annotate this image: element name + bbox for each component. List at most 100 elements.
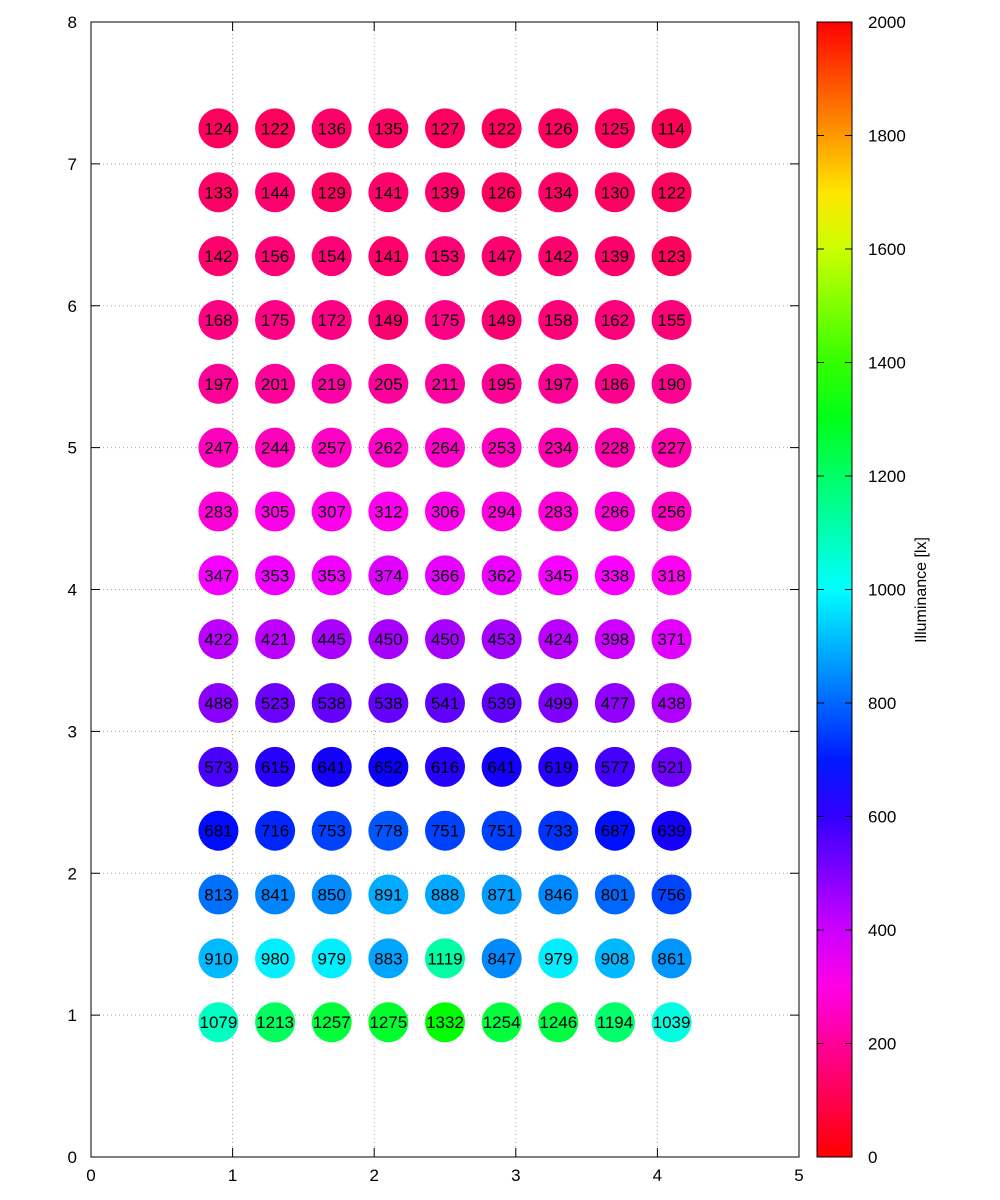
data-label: 262 [374,439,402,458]
data-point [311,108,352,149]
data-point [538,746,579,787]
data-label: 753 [318,822,346,841]
data-label: 144 [261,183,289,202]
data-label: 123 [657,247,685,266]
data-label: 155 [657,311,685,330]
data-label: 147 [487,247,515,266]
data-label: 190 [657,375,685,394]
data-label: 641 [487,758,515,777]
data-label: 615 [261,758,289,777]
data-label: 1194 [597,1013,634,1032]
data-label: 126 [544,119,572,138]
data-point [594,555,635,596]
data-label: 883 [374,949,402,968]
data-label: 801 [601,886,629,905]
data-point [594,938,635,979]
data-label: 891 [374,886,402,905]
data-label: 541 [431,694,459,713]
data-point [311,172,352,213]
data-label: 850 [318,886,346,905]
data-point [255,491,296,532]
data-label: 141 [374,183,402,202]
data-label: 312 [374,502,402,521]
data-label: 756 [657,886,685,905]
data-label: 257 [318,439,346,458]
data-point [198,555,239,596]
data-point [651,555,692,596]
data-label: 286 [601,502,629,521]
data-point [538,619,579,660]
data-label: 338 [601,566,629,585]
data-point [481,746,522,787]
data-label: 681 [204,822,232,841]
data-label: 156 [261,247,289,266]
data-point [311,938,352,979]
data-point [311,874,352,915]
data-label: 201 [261,375,289,394]
y-tick-label: 7 [68,155,77,174]
data-label: 195 [487,375,515,394]
data-label: 306 [431,502,459,521]
data-point [481,683,522,723]
data-label: 227 [657,439,685,458]
colorbar-ticks: 0 200 400 600 800 1000 1200 1400 1600 1800 2000 [817,13,906,1167]
axis-ticks [90,21,800,1158]
data-label: 910 [204,949,232,968]
data-label: 398 [601,630,629,649]
data-point [481,427,522,468]
data-label: 264 [431,439,459,458]
x-tick-label: 2 [369,1166,378,1185]
data-point [481,172,522,213]
data-point [425,938,465,979]
data-point [425,427,465,468]
data-point [255,874,296,915]
data-point [425,683,465,723]
data-label: 135 [374,119,402,138]
data-label: 733 [544,822,572,841]
data-label: 539 [487,694,515,713]
data-point [368,619,409,660]
x-tick-label: 1 [228,1166,237,1185]
data-label: 307 [318,502,346,521]
colorbar-tick-label: 1800 [868,127,906,146]
data-point [368,491,409,532]
data-point [311,236,352,277]
data-point [311,810,352,851]
data-label: 247 [204,439,232,458]
data-point [255,810,296,851]
data-point [481,1002,522,1043]
data-point [255,746,296,787]
data-label: 871 [487,886,515,905]
data-label: 424 [544,630,572,649]
data-label: 153 [431,247,459,266]
data-label: 283 [544,502,572,521]
data-point [425,236,465,277]
data-label: 142 [544,247,572,266]
data-point [311,555,352,596]
data-label: 205 [374,375,402,394]
data-point [311,683,352,723]
data-point [198,938,239,979]
data-point [255,555,296,596]
data-point [538,938,579,979]
data-label: 124 [204,119,232,138]
data-point [311,427,352,468]
data-label: 847 [487,949,515,968]
data-point [538,363,579,404]
y-tick-label: 4 [68,581,77,600]
data-label: 283 [204,502,232,521]
data-label: 168 [204,311,232,330]
y-tick-label: 1 [68,1006,77,1025]
data-label: 172 [318,311,346,330]
data-label: 538 [318,694,346,713]
data-point [594,172,635,213]
data-point [425,299,465,340]
data-label: 130 [601,183,629,202]
data-point [255,108,296,149]
data-point [425,555,465,596]
data-point [368,427,409,468]
data-point [538,108,579,149]
data-point [481,555,522,596]
data-point [425,491,465,532]
data-point [651,619,692,660]
